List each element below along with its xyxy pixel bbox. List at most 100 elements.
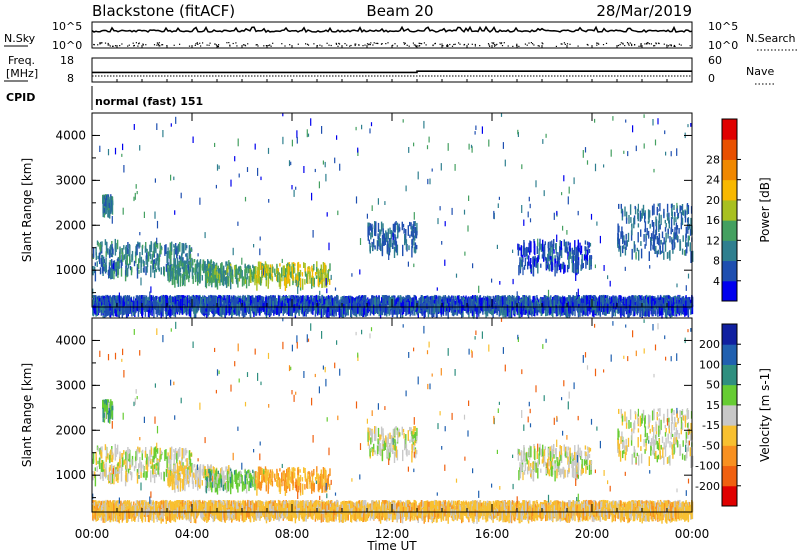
power-point <box>299 264 300 268</box>
power-point <box>111 259 112 268</box>
power-point <box>527 247 528 253</box>
power-point <box>549 264 550 271</box>
power-point <box>378 223 379 232</box>
noise-dot <box>638 46 639 47</box>
noise-dot <box>459 44 460 45</box>
power-point <box>237 278 238 288</box>
power-point <box>663 209 664 218</box>
power-point <box>302 272 303 276</box>
power-point <box>166 264 167 272</box>
power-point <box>155 247 156 253</box>
power-point <box>560 240 561 243</box>
power-point <box>674 227 675 238</box>
power-point <box>318 269 319 279</box>
power-point <box>101 258 102 267</box>
noise-dot <box>468 44 469 45</box>
power-point <box>280 279 281 289</box>
power-point <box>396 241 397 253</box>
power-point <box>641 249 642 259</box>
power-point <box>131 268 132 275</box>
power-point <box>563 262 564 269</box>
noise-dot <box>197 44 198 45</box>
noise-right-tick-bottom: 10^0 <box>708 39 738 52</box>
power-point <box>413 234 414 237</box>
power-point <box>548 252 549 256</box>
noise-dot <box>656 43 657 44</box>
power-point <box>259 296 260 300</box>
power-point <box>411 246 412 258</box>
cpid-value: normal (fast) 151 <box>95 95 203 108</box>
noise-dot <box>452 46 453 47</box>
noise-dot <box>493 42 494 43</box>
power-point <box>171 271 172 280</box>
noise-dot <box>640 45 641 46</box>
power-point <box>388 229 389 240</box>
power-point <box>560 250 561 256</box>
power-point <box>643 234 644 242</box>
power-point <box>658 221 659 232</box>
freq-tick-top: 18 <box>60 54 74 67</box>
noise-dot <box>313 43 314 44</box>
power-point <box>323 262 324 274</box>
noise-dot <box>464 44 465 45</box>
noise-dot <box>127 46 128 47</box>
noise-dot <box>210 43 211 44</box>
noise-panel: N.Sky 10^5 10^0 10^5 10^0 N.Search <box>4 20 797 52</box>
power-point <box>524 265 525 270</box>
noise-dot <box>479 45 480 46</box>
power-point <box>380 238 381 243</box>
power-point <box>591 256 592 260</box>
power-point <box>119 247 120 254</box>
power-point <box>519 247 520 250</box>
power-point <box>148 252 149 262</box>
power-point <box>554 266 555 277</box>
noise-dot <box>105 43 106 44</box>
power-point <box>103 197 104 203</box>
power-point <box>585 240 586 244</box>
power-point <box>590 243 591 247</box>
noise-dot <box>415 45 416 46</box>
noise-dot <box>272 43 273 44</box>
power-point <box>185 243 186 251</box>
power-point <box>268 265 269 272</box>
power-point <box>650 241 651 251</box>
noise-dot <box>370 42 371 43</box>
power-point <box>672 239 673 250</box>
noise-dot <box>504 42 505 43</box>
power-point <box>314 278 315 284</box>
power-point <box>186 267 187 270</box>
power-point <box>179 242 180 252</box>
freq-label-line2: [MHz] <box>6 67 38 80</box>
power-point <box>572 262 573 272</box>
power-point <box>117 268 118 278</box>
power-point <box>111 269 112 278</box>
power-point <box>637 248 638 251</box>
noise-dot <box>631 44 632 45</box>
noise-dot <box>158 44 159 45</box>
power-point <box>166 252 167 264</box>
power-point <box>687 218 688 223</box>
power-point <box>202 275 203 281</box>
noise-dot <box>349 46 350 47</box>
power-point <box>179 262 180 266</box>
power-point <box>415 221 416 226</box>
noise-dot <box>207 45 208 46</box>
power-point <box>170 243 171 255</box>
noise-dot <box>414 44 415 45</box>
power-point <box>630 217 631 223</box>
power-point <box>416 231 417 236</box>
power-point <box>265 261 266 265</box>
noise-dot <box>649 43 650 44</box>
noise-dot <box>492 42 493 43</box>
power-point <box>638 250 639 261</box>
power-point <box>394 247 395 258</box>
noise-dot <box>247 43 248 44</box>
power-point <box>97 256 98 259</box>
power-point <box>654 235 655 242</box>
power-point <box>653 204 654 215</box>
power-point <box>379 307 380 317</box>
power-point <box>590 259 591 265</box>
power-point <box>203 267 204 271</box>
power-point <box>658 204 659 207</box>
power-point <box>205 276 206 281</box>
